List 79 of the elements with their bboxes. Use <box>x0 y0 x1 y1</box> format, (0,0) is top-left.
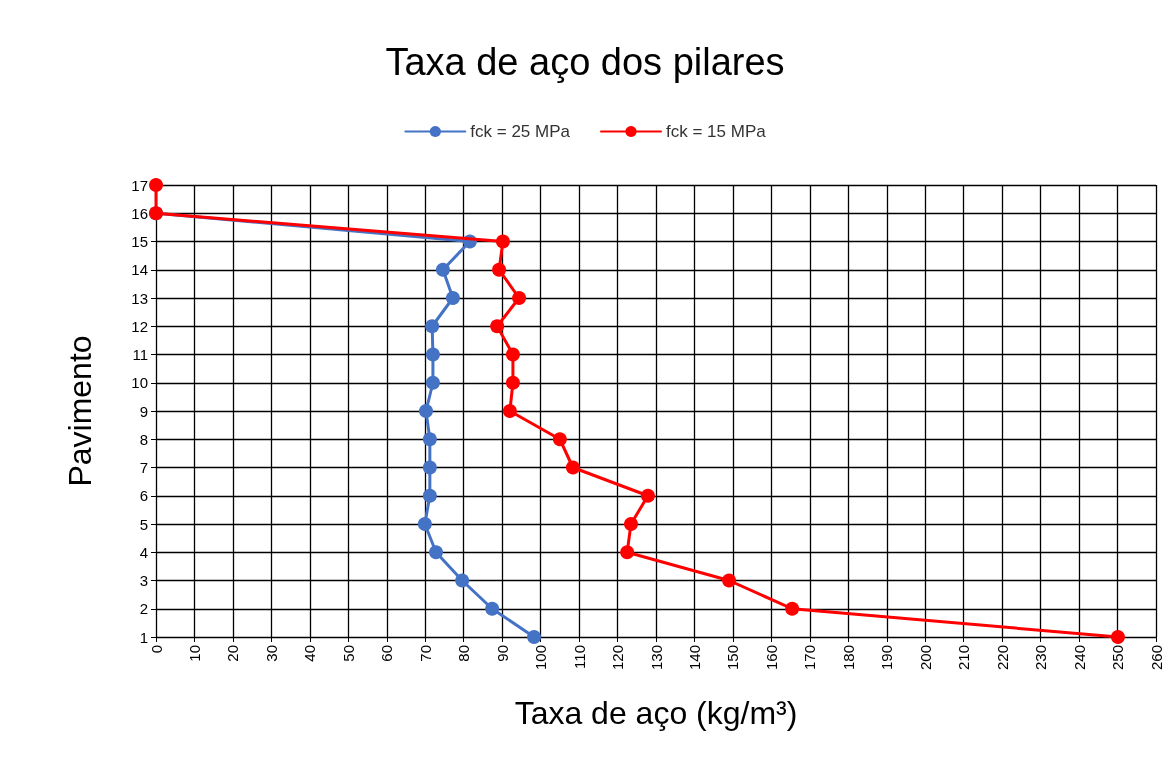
point <box>425 319 440 334</box>
x-tick-label: 200 <box>916 645 934 671</box>
point <box>445 291 460 305</box>
x-tick-label: 220 <box>993 645 1011 671</box>
point <box>422 460 437 475</box>
point <box>785 601 800 616</box>
y-tick-label: 8 <box>139 430 148 448</box>
y-tick-label: 11 <box>132 346 148 363</box>
x-tick-label: 30 <box>262 645 280 662</box>
x-tick-label: 140 <box>685 645 703 671</box>
legend-label: fck = 15 MPa <box>666 122 767 141</box>
point <box>527 630 542 644</box>
x-tick-label: 150 <box>724 645 742 671</box>
x-tick-label: 160 <box>762 645 780 671</box>
x-tick-label: 10 <box>185 645 203 662</box>
point <box>620 545 635 560</box>
y-tick-label: 12 <box>131 317 148 335</box>
x-tick-label: 50 <box>339 645 357 662</box>
point <box>552 432 567 447</box>
point <box>422 432 437 447</box>
point <box>722 573 737 588</box>
x-axis-title: Taxa de aço (kg/m³) <box>514 695 798 731</box>
y-axis-title: Pavimento <box>62 335 98 487</box>
x-tick-label: 180 <box>839 645 857 671</box>
y-tick-label: 13 <box>131 289 148 307</box>
point <box>435 262 450 277</box>
x-tick-label: 20 <box>224 645 242 662</box>
point <box>502 404 517 418</box>
y-tick-label: 1 <box>139 628 148 646</box>
point <box>419 404 433 418</box>
x-tick-label: 0 <box>147 645 165 654</box>
point <box>422 488 437 503</box>
point <box>149 178 163 192</box>
y-tick-label: 7 <box>139 459 148 476</box>
x-tick-label: 80 <box>455 645 473 662</box>
point <box>490 319 505 334</box>
y-tick-label: 2 <box>139 600 148 618</box>
point <box>485 601 500 616</box>
x-tick-label: 210 <box>955 645 973 671</box>
y-tick-label: 5 <box>139 515 148 533</box>
x-tick-label: 190 <box>878 645 896 671</box>
point <box>492 262 507 277</box>
point <box>512 291 527 305</box>
point <box>565 460 580 475</box>
legend-label: fck = 25 MPa <box>470 122 571 141</box>
y-tick-label: 10 <box>131 374 148 392</box>
x-tick-label: 100 <box>532 645 550 671</box>
y-tick-label: 14 <box>131 261 148 279</box>
point <box>505 375 520 390</box>
point <box>505 347 520 362</box>
y-tick-label: 15 <box>131 233 148 250</box>
chart-title: Taxa de aço dos pilares <box>385 41 785 83</box>
x-tick-label: 230 <box>1032 645 1050 671</box>
x-tick-label: 240 <box>1070 645 1088 671</box>
point <box>429 545 443 560</box>
point <box>1110 630 1125 644</box>
x-tick-label: 130 <box>647 645 665 671</box>
point <box>425 347 440 362</box>
y-tick-label: 6 <box>139 487 148 505</box>
x-tick-label: 90 <box>493 645 511 662</box>
y-tick-label: 3 <box>139 572 148 589</box>
point <box>455 573 470 588</box>
x-tick-label: 120 <box>609 645 627 671</box>
x-tick-label: 40 <box>301 645 319 662</box>
y-tick-label: 16 <box>131 204 148 222</box>
point <box>425 375 440 390</box>
point <box>417 517 432 531</box>
x-tick-label: 70 <box>416 645 434 662</box>
x-tick-label: 260 <box>1147 645 1165 671</box>
y-tick-label: 9 <box>139 402 148 420</box>
x-tick-label: 170 <box>801 645 819 671</box>
y-tick-label: 17 <box>131 176 148 194</box>
x-tick-label: 250 <box>1109 645 1127 671</box>
x-tick-label: 60 <box>378 645 396 662</box>
point <box>640 488 655 503</box>
y-tick-label: 4 <box>139 543 148 561</box>
point <box>495 234 510 249</box>
x-tick-label: 110 <box>570 645 588 669</box>
point <box>624 517 638 531</box>
